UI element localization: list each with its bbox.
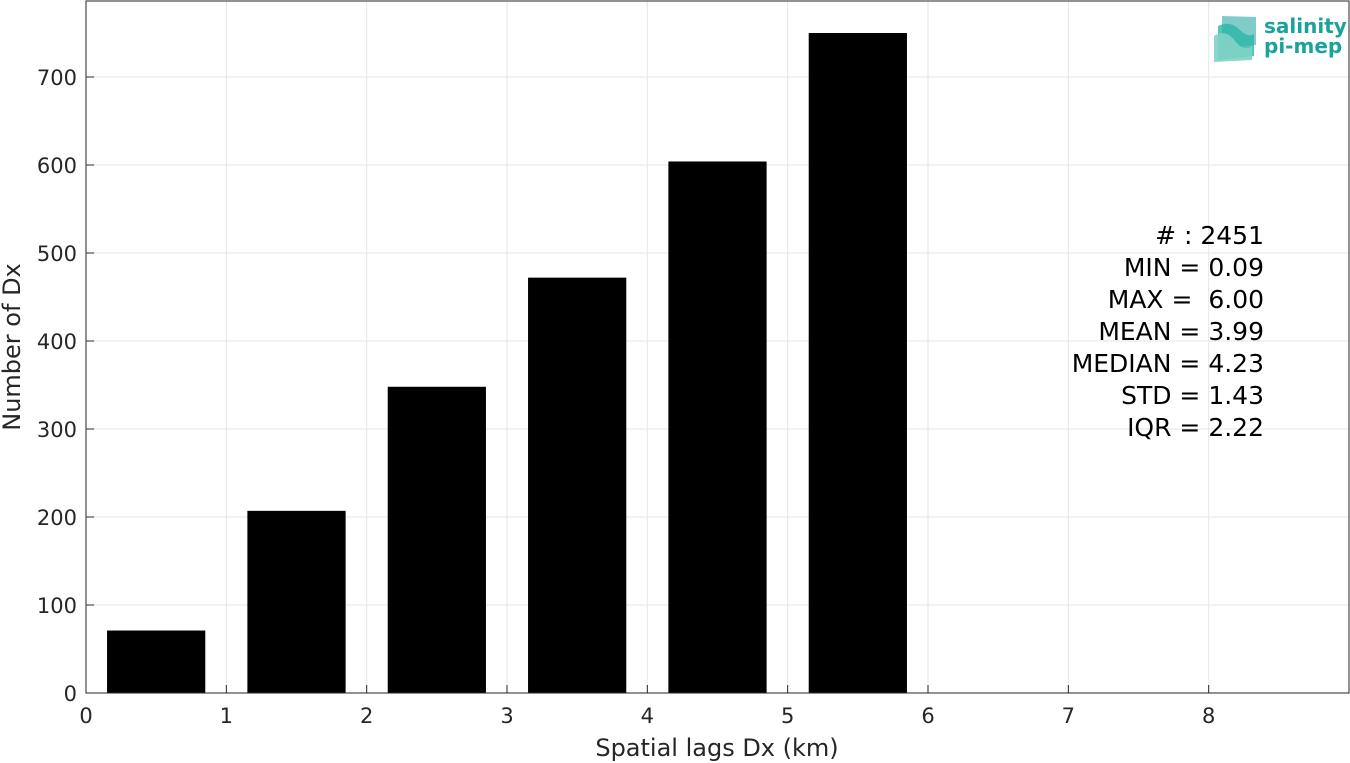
histogram-bar [247,510,346,693]
y-tick-label: 200 [37,506,77,530]
stats-line: STD = 1.43 [1121,381,1264,410]
x-tick-label: 1 [220,704,233,728]
stats-line: MEDIAN = 4.23 [1072,349,1264,378]
histogram-bar [668,161,767,694]
x-tick-label: 0 [79,704,92,728]
x-tick-label: 2 [360,704,373,728]
y-tick-label: 400 [37,330,77,354]
stats-line: MEAN = 3.99 [1098,317,1264,346]
x-tick-label: 6 [921,704,934,728]
logo-pimep-text: pi-mep [1264,34,1342,58]
stats-line: MAX = 6.00 [1108,285,1264,314]
logo-salinity-text: salinity [1264,14,1347,38]
stats-line: MIN = 0.09 [1124,253,1264,282]
y-tick-label: 300 [37,418,77,442]
x-tick-label: 7 [1062,704,1075,728]
salinity-pi-mep-logo: salinity pi-mep [1214,14,1347,62]
x-tick-label: 5 [781,704,794,728]
y-tick-label: 500 [37,242,77,266]
x-tick-label: 4 [641,704,654,728]
x-tick-label: 3 [500,704,513,728]
wave-logo-icon [1214,16,1256,62]
histogram-bar [808,33,907,693]
x-axis-ticks: 0 1 2 3 4 5 6 7 8 [79,685,1215,728]
plot-frame [85,0,1350,694]
y-tick-label: 600 [37,154,77,178]
histogram-bars [107,33,907,694]
histogram-bar [107,630,206,693]
x-axis-label: Spatial lags Dx (km) [595,734,838,762]
histogram-bar [528,277,627,693]
y-tick-label: 0 [64,682,77,706]
y-tick-label: 100 [37,594,77,618]
y-axis-ticks: 0 100 200 300 400 500 600 700 [37,66,94,706]
stats-line: IQR = 2.22 [1127,413,1264,442]
stats-line: # : 2451 [1155,221,1264,250]
y-tick-label: 700 [37,66,77,90]
histogram-bar [387,386,486,693]
x-tick-label: 8 [1202,704,1215,728]
statistics-box: # : 2451 MIN = 0.09 MAX = 6.00 MEAN = 3.99 M… [1072,221,1264,442]
y-axis-label: Number of Dx [0,263,26,430]
